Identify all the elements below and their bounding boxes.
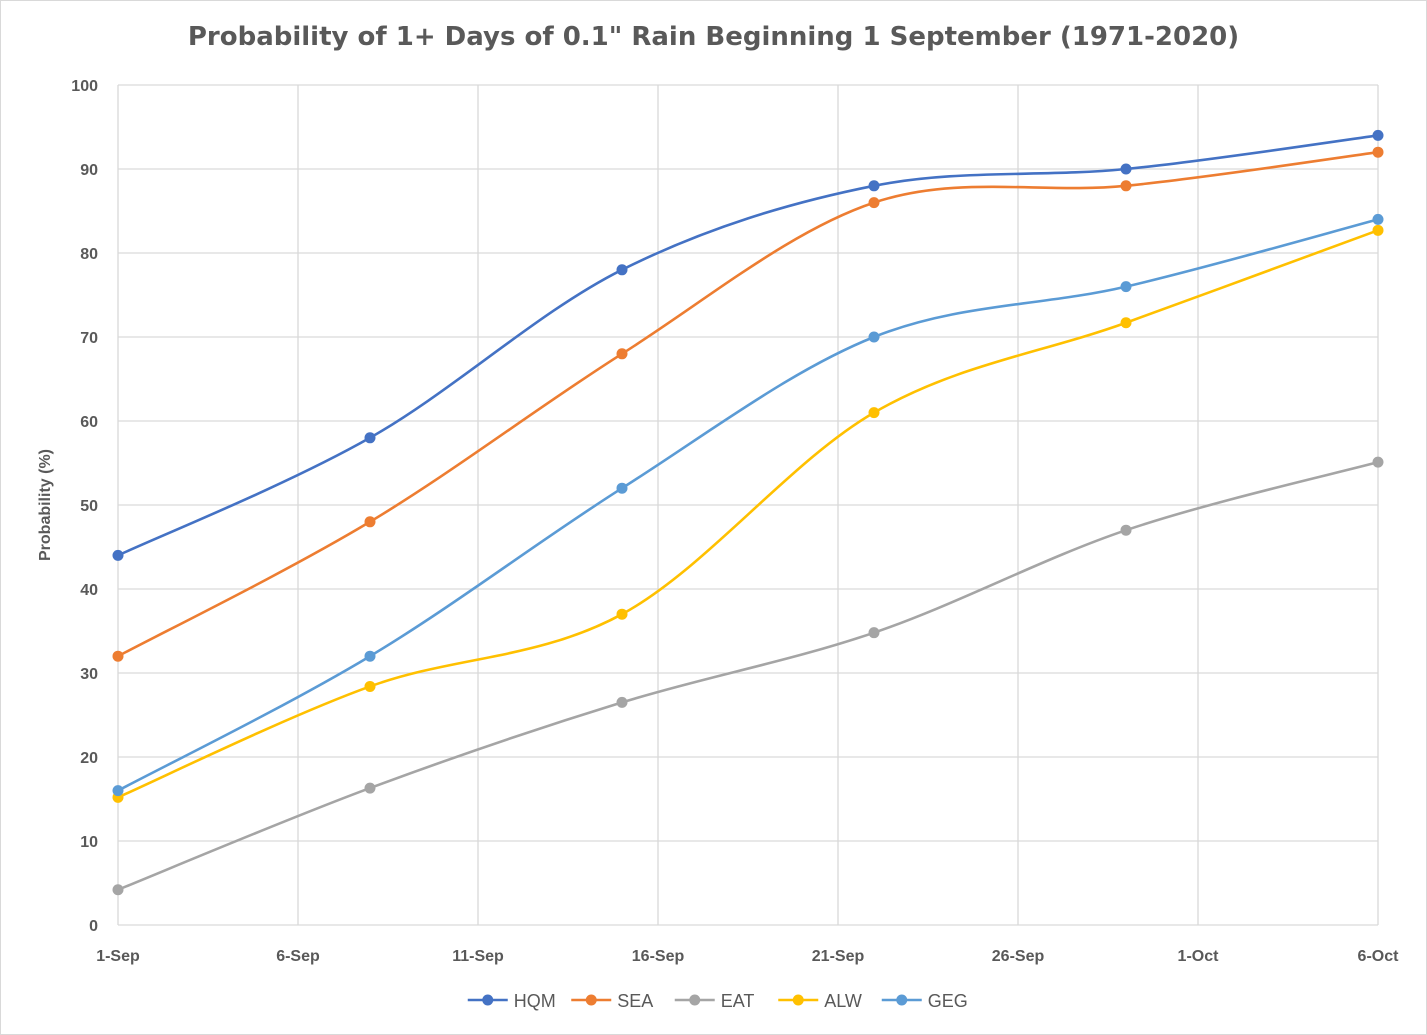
x-tick-label: 6-Oct: [1358, 948, 1400, 965]
data-point-geg: [868, 331, 880, 343]
data-point-alw: [1372, 224, 1384, 236]
legend-label-alw: ALW: [824, 991, 862, 1011]
legend-marker-sea: [585, 994, 597, 1006]
data-point-sea: [616, 348, 628, 360]
y-tick-label: 10: [80, 834, 98, 851]
data-point-geg: [1120, 281, 1132, 293]
legend-marker-geg: [896, 994, 908, 1006]
series-alw: [112, 224, 1384, 803]
data-point-hqm: [616, 264, 628, 276]
data-point-eat: [616, 696, 628, 708]
legend-item-sea: SEA: [571, 991, 653, 1011]
x-tick-label: 11-Sep: [452, 948, 504, 965]
data-point-sea: [1372, 146, 1384, 158]
y-tick-label: 0: [89, 918, 98, 935]
series-line-alw: [117, 229, 1379, 799]
y-tick-label: 80: [80, 246, 98, 263]
y-tick-label: 60: [80, 414, 98, 431]
data-point-geg: [616, 482, 628, 494]
series-geg: [112, 213, 1384, 797]
data-point-sea: [364, 516, 376, 528]
data-point-alw: [868, 407, 880, 419]
legend-item-eat: EAT: [674, 991, 755, 1011]
data-point-alw: [616, 608, 628, 620]
legend-item-hqm: HQM: [467, 991, 556, 1011]
legend: HQM SEA EAT ALW GEG: [467, 991, 968, 1011]
x-tick-label: 16-Sep: [632, 948, 685, 965]
x-tick-label: 21-Sep: [812, 948, 865, 965]
legend-marker-alw: [792, 994, 804, 1006]
y-tick-label: 100: [71, 78, 98, 95]
series-line-sea: [117, 150, 1379, 658]
legend-label-eat: EAT: [721, 991, 755, 1011]
series-line-eat: [117, 460, 1379, 891]
data-point-eat: [112, 884, 124, 896]
x-tick-label: 1-Sep: [96, 948, 140, 965]
legend-item-alw: ALW: [778, 991, 862, 1011]
data-point-hqm: [364, 432, 376, 444]
data-point-geg: [364, 650, 376, 662]
data-point-hqm: [1120, 163, 1132, 175]
x-tick-label: 6-Sep: [276, 948, 320, 965]
y-axis-title: Probability (%): [37, 449, 54, 561]
data-point-hqm: [868, 180, 880, 192]
gridlines: [117, 84, 1379, 926]
y-tick-label: 90: [80, 162, 98, 179]
series-lines: [112, 129, 1384, 896]
y-tick-label: 70: [80, 330, 98, 347]
data-point-eat: [1372, 456, 1384, 468]
chart-title: Probability of 1+ Days of 0.1" Rain Begi…: [187, 22, 1240, 52]
data-point-eat: [364, 782, 376, 794]
data-point-sea: [1120, 180, 1132, 192]
series-hqm: [112, 129, 1384, 561]
data-point-sea: [112, 650, 124, 662]
x-tick-label: 1-Oct: [1178, 948, 1220, 965]
y-tick-label: 30: [80, 666, 98, 683]
data-point-hqm: [112, 549, 124, 561]
data-point-alw: [1120, 317, 1132, 329]
legend-marker-eat: [689, 994, 701, 1006]
legend-marker-hqm: [482, 994, 494, 1006]
series-sea: [112, 146, 1384, 662]
data-point-geg: [1372, 213, 1384, 225]
series-eat: [112, 456, 1384, 896]
legend-label-sea: SEA: [617, 991, 653, 1011]
data-point-alw: [364, 680, 376, 692]
data-point-eat: [868, 627, 880, 639]
y-tick-label: 50: [80, 498, 98, 515]
series-line-hqm: [117, 134, 1379, 557]
axes: 0 10 20 30 40 50 60 70 80 90 100 1-Sep 6-Sep 11-Sep 16…: [71, 78, 1399, 965]
y-tick-label: 40: [80, 582, 98, 599]
data-point-hqm: [1372, 129, 1384, 141]
x-tick-label: 26-Sep: [992, 948, 1045, 965]
legend-item-geg: GEG: [881, 991, 968, 1011]
data-point-eat: [1120, 524, 1132, 536]
data-point-sea: [868, 197, 880, 209]
y-tick-label: 20: [80, 750, 98, 767]
series-line-geg: [117, 218, 1379, 792]
legend-label-hqm: HQM: [514, 991, 556, 1011]
data-point-geg: [112, 785, 124, 797]
legend-label-geg: GEG: [928, 991, 968, 1011]
